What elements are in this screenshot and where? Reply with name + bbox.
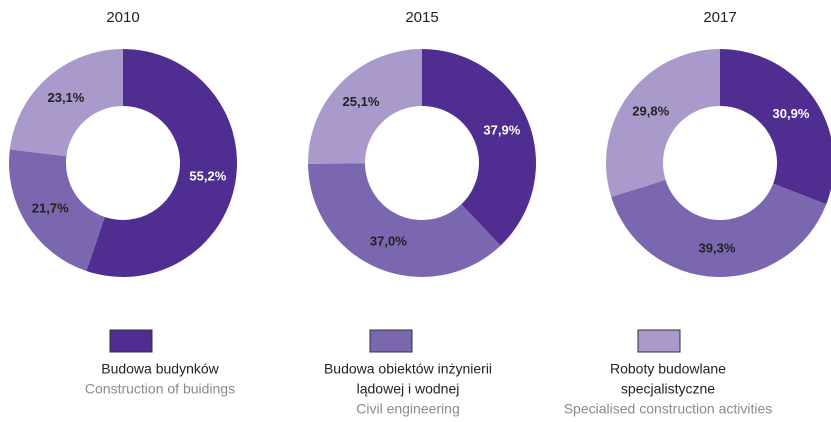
data-label: 30,9% [773, 106, 810, 121]
donut-slice [308, 163, 501, 278]
data-label: 23,1% [47, 90, 84, 105]
donut-slice [611, 179, 827, 277]
donut-slice [9, 49, 123, 157]
legend-subtitle: Specialised construction activities [564, 401, 773, 417]
data-label: 39,3% [699, 240, 736, 255]
chart-title: 2010 [106, 9, 139, 26]
data-label: 21,7% [32, 200, 69, 215]
donut-slice [86, 49, 238, 277]
legend-swatch [637, 329, 681, 353]
donut-slice [9, 149, 105, 271]
donut-slice [422, 49, 537, 246]
data-label: 37,9% [483, 123, 520, 138]
legend-subtitle: Civil engineering [356, 401, 460, 417]
data-label: 37,0% [370, 234, 407, 249]
legend-name: lądowej i wodnej [357, 381, 460, 397]
chart-title: 2015 [405, 9, 438, 26]
data-label: 55,2% [189, 168, 226, 183]
donut-slice [308, 49, 422, 164]
legend-name: Roboty budowlane [610, 361, 726, 377]
legend-name: specjalistyczne [621, 381, 715, 397]
data-label: 25,1% [343, 94, 380, 109]
chart-title: 2017 [703, 9, 736, 26]
donut-slice [606, 49, 720, 197]
legend-swatch [369, 329, 413, 353]
donut-slice [720, 49, 831, 205]
legend-subtitle: Construction of buidings [85, 381, 235, 397]
legend-name: Budowa budynków [101, 361, 219, 377]
legend-swatch [109, 329, 153, 353]
legend-name: Budowa obiektów inżynierii [324, 361, 492, 377]
data-label: 29,8% [632, 103, 669, 118]
